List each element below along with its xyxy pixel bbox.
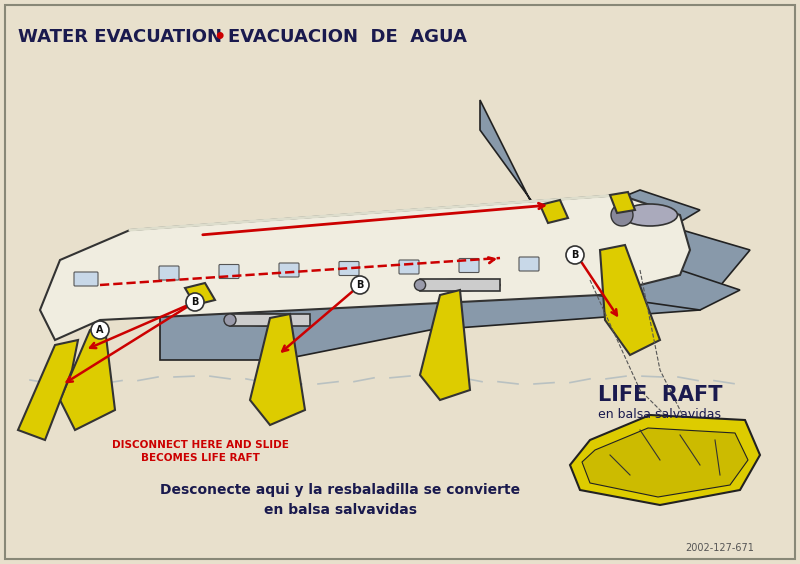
Polygon shape [420,279,500,290]
Text: en balsa salvavidas: en balsa salvavidas [598,408,722,421]
Polygon shape [250,314,305,425]
Polygon shape [480,100,600,240]
Circle shape [566,246,584,264]
FancyBboxPatch shape [399,260,419,274]
Text: en balsa salvavidas: en balsa salvavidas [263,503,417,517]
Ellipse shape [414,279,426,290]
Text: B: B [571,250,578,260]
Polygon shape [582,428,748,497]
Polygon shape [40,195,690,340]
FancyBboxPatch shape [459,258,479,272]
Text: Desconecte aqui y la resbaladilla se convierte: Desconecte aqui y la resbaladilla se con… [160,483,520,497]
FancyBboxPatch shape [519,257,539,271]
Polygon shape [60,328,115,430]
FancyBboxPatch shape [219,265,239,279]
Circle shape [91,321,109,339]
FancyBboxPatch shape [159,266,179,280]
Circle shape [351,276,369,294]
Polygon shape [230,314,310,326]
Ellipse shape [611,204,633,226]
Text: B: B [191,297,198,307]
Ellipse shape [420,279,500,290]
Ellipse shape [230,314,310,326]
Polygon shape [160,200,750,360]
FancyBboxPatch shape [339,262,359,275]
Polygon shape [600,245,660,355]
Text: BECOMES LIFE RAFT: BECOMES LIFE RAFT [141,453,259,463]
Circle shape [186,293,204,311]
Ellipse shape [622,204,678,226]
Polygon shape [540,200,568,223]
Polygon shape [570,415,760,505]
Text: 2002-127-671: 2002-127-671 [686,543,754,553]
Text: WATER EVACUATION: WATER EVACUATION [18,28,222,46]
Polygon shape [610,192,635,213]
Polygon shape [540,190,700,255]
Polygon shape [560,255,740,310]
Text: A: A [96,325,104,335]
Ellipse shape [224,314,236,326]
Polygon shape [185,283,215,305]
FancyBboxPatch shape [74,272,98,286]
FancyBboxPatch shape [279,263,299,277]
Text: DISCONNECT HERE AND SLIDE: DISCONNECT HERE AND SLIDE [111,440,289,450]
Text: EVACUACION  DE  AGUA: EVACUACION DE AGUA [228,28,467,46]
Polygon shape [18,340,78,440]
Polygon shape [420,290,470,400]
Text: LIFE  RAFT: LIFE RAFT [598,385,722,405]
Text: •: • [213,28,226,47]
Text: B: B [356,280,364,290]
